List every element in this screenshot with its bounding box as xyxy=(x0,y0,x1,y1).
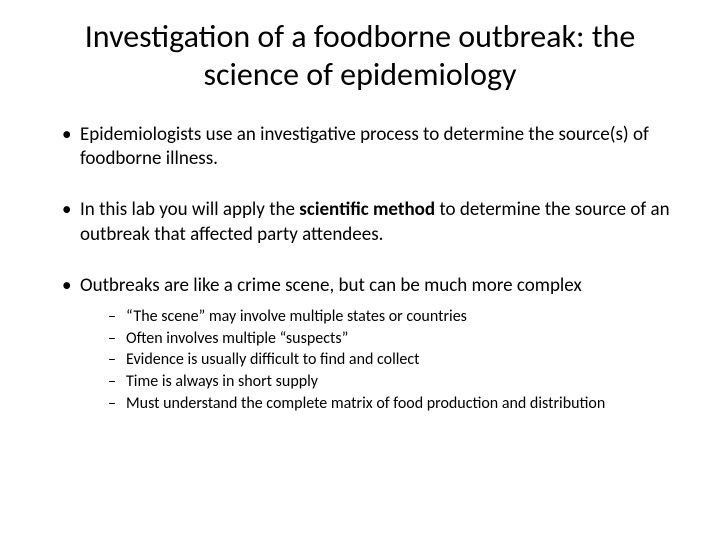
bullet-item: Epidemiologists use an investigative pro… xyxy=(62,123,680,172)
sub-bullet-item: Often involves multiple “suspects” xyxy=(108,328,680,350)
bullet-list: Epidemiologists use an investigative pro… xyxy=(40,123,680,414)
bullet-text: Epidemiologists use an investigative pro… xyxy=(80,123,649,171)
slide: Investigation of a foodborne outbreak: t… xyxy=(0,0,720,540)
bullet-text-part: In this lab you will apply the xyxy=(80,198,299,221)
bullet-text: Outbreaks are like a crime scene, but ca… xyxy=(80,274,582,297)
bullet-text-part: scientific method xyxy=(299,198,435,221)
slide-title: Investigation of a foodborne outbreak: t… xyxy=(40,18,680,95)
bullet-item: Outbreaks are like a crime scene, but ca… xyxy=(62,274,680,415)
sub-bullet-item: Must understand the complete matrix of f… xyxy=(108,393,680,415)
sub-bullet-item: Evidence is usually difficult to find an… xyxy=(108,349,680,371)
sub-bullet-item: Time is always in short supply xyxy=(108,371,680,393)
sub-bullet-list: “The scene” may involve multiple states … xyxy=(80,306,680,414)
sub-bullet-item: “The scene” may involve multiple states … xyxy=(108,306,680,328)
bullet-item: In this lab you will apply the scientifi… xyxy=(62,198,680,247)
